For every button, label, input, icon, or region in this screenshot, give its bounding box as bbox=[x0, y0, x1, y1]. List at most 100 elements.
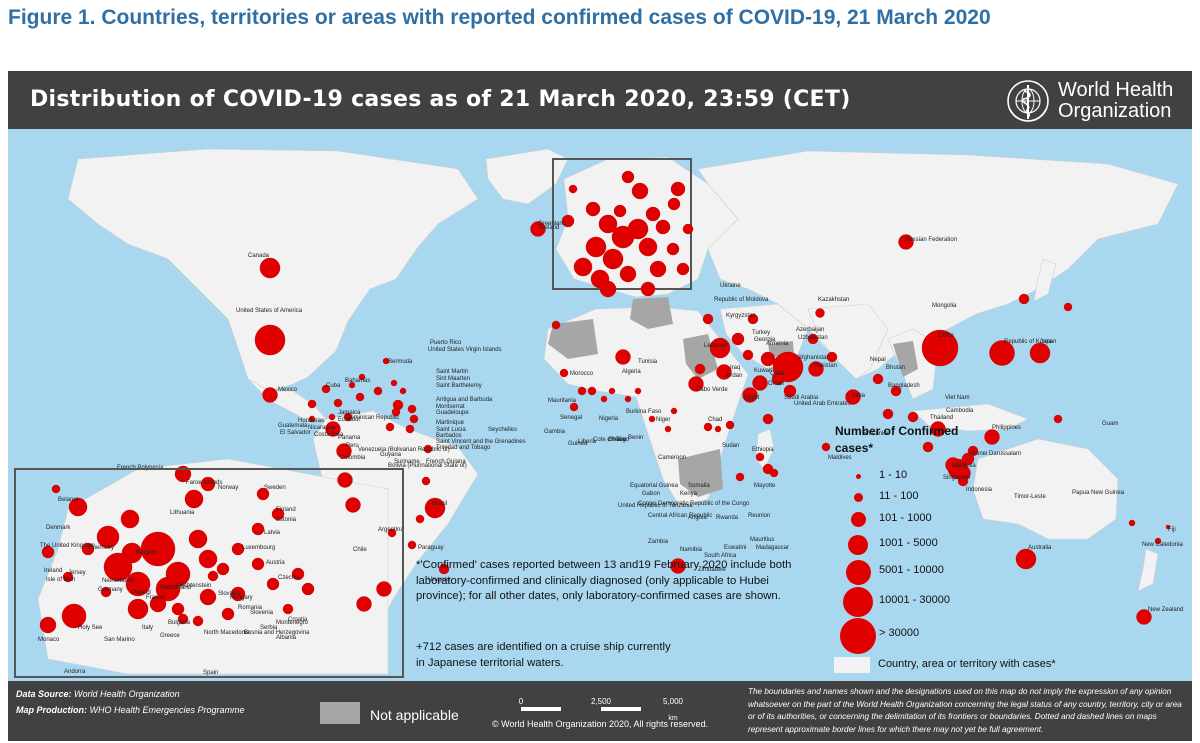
place-label: Guernsey bbox=[88, 545, 114, 551]
case-marker-united-states-of-america bbox=[254, 324, 286, 356]
case-marker-israel bbox=[716, 364, 732, 380]
case-marker-mexico bbox=[262, 387, 278, 403]
place-label: Brazil bbox=[432, 501, 447, 507]
place-label: Guatemala bbox=[278, 423, 308, 429]
place-label: Paraguay bbox=[418, 545, 444, 551]
inset-case-marker bbox=[282, 603, 294, 615]
place-label: Belgium bbox=[136, 550, 158, 556]
place-label: Sint Maarten bbox=[436, 376, 470, 382]
case-marker bbox=[387, 528, 397, 538]
legend-dot-1 bbox=[856, 474, 861, 479]
europe-case-marker bbox=[676, 262, 690, 276]
case-marker bbox=[559, 368, 569, 378]
place-label: Saudi Arabia bbox=[784, 395, 819, 401]
data-source: Data Source: World Health Organization bbox=[16, 689, 180, 699]
legend-label-3: 101 - 1000 bbox=[879, 512, 932, 524]
case-marker bbox=[587, 386, 597, 396]
place-label: Latvia bbox=[264, 530, 281, 536]
europe-case-marker bbox=[585, 236, 607, 258]
europe-case-marker bbox=[655, 219, 671, 235]
place-label: Madagascar bbox=[756, 545, 789, 551]
data-source-key: Data Source: bbox=[16, 689, 72, 699]
case-marker bbox=[1128, 519, 1136, 527]
place-label: Somalia bbox=[688, 483, 710, 489]
place-label: Nepal bbox=[870, 357, 886, 363]
inset-case-marker bbox=[62, 571, 74, 583]
legend-dot-3 bbox=[851, 512, 866, 527]
case-marker-panama bbox=[325, 421, 341, 437]
case-marker bbox=[600, 395, 608, 403]
place-label: Benin bbox=[628, 435, 643, 441]
place-label: Lebanon bbox=[704, 343, 727, 349]
legend-label-7: > 30000 bbox=[879, 627, 920, 639]
europe-case-marker bbox=[619, 265, 637, 283]
place-label: Barbados bbox=[436, 433, 462, 439]
scale-bar: 0 2,500 5,000 km bbox=[519, 697, 683, 722]
case-marker bbox=[1165, 524, 1171, 530]
europe-case-marker bbox=[667, 197, 681, 211]
europe-case-marker bbox=[621, 170, 635, 184]
map-title: Distribution of COVID-19 cases as of 21 … bbox=[30, 87, 851, 112]
case-marker bbox=[358, 373, 366, 381]
europe-case-marker bbox=[585, 201, 601, 217]
place-label: Senegal bbox=[560, 415, 582, 421]
case-marker bbox=[391, 407, 401, 417]
place-label: Cameroon bbox=[658, 455, 686, 461]
europe-case-marker bbox=[666, 242, 680, 256]
case-marker-colombia bbox=[336, 443, 352, 459]
land-greenland bbox=[485, 148, 569, 205]
legend-label-6: 10001 - 30000 bbox=[879, 594, 950, 606]
place-label: Greenland bbox=[538, 221, 566, 227]
place-label: Germany bbox=[98, 587, 123, 593]
case-marker-kazakhstan bbox=[815, 308, 825, 318]
place-label: Republic of Korea bbox=[1004, 339, 1052, 345]
case-marker bbox=[409, 414, 419, 424]
case-marker bbox=[355, 392, 365, 402]
case-marker bbox=[321, 384, 331, 394]
place-label: Peru bbox=[346, 443, 359, 449]
place-label: Morocco bbox=[570, 371, 594, 377]
inset-case-marker bbox=[61, 603, 87, 629]
place-label: Eswatini bbox=[724, 545, 746, 551]
inset-case-marker bbox=[230, 586, 246, 602]
place-label: France bbox=[146, 595, 165, 601]
place-label: Iceland bbox=[540, 225, 559, 231]
place-label: Kyrgyzstan bbox=[726, 313, 756, 319]
place-label: Colombia bbox=[340, 455, 366, 461]
inset-case-marker bbox=[271, 507, 285, 521]
case-marker-saudi-arabia bbox=[742, 387, 758, 403]
case-marker bbox=[569, 402, 579, 412]
case-marker-australia bbox=[1015, 548, 1037, 570]
case-marker-iceland bbox=[530, 221, 546, 237]
place-label: Russian Federation bbox=[905, 237, 957, 243]
case-marker bbox=[399, 387, 407, 395]
europe-case-marker bbox=[682, 223, 694, 235]
asia-case-marker bbox=[1018, 293, 1030, 305]
place-label: Cuba bbox=[326, 383, 341, 389]
place-label: New Zealand bbox=[1148, 607, 1183, 613]
place-label: Azerbaijan bbox=[796, 327, 824, 333]
case-marker bbox=[308, 415, 316, 423]
place-label: Argentina bbox=[378, 527, 404, 533]
place-label: Mauritania bbox=[548, 398, 577, 404]
case-marker bbox=[407, 540, 417, 550]
inset-case-marker bbox=[291, 567, 305, 581]
place-label: Spain bbox=[203, 670, 218, 676]
case-marker-pakistan bbox=[808, 361, 824, 377]
case-marker bbox=[624, 395, 632, 403]
place-label: Costa Rica bbox=[314, 432, 344, 438]
inset-case-marker bbox=[207, 570, 219, 582]
place-label: Netherlands bbox=[102, 578, 134, 584]
case-marker-peru bbox=[345, 497, 361, 513]
place-label: Afghanistan bbox=[798, 355, 830, 361]
place-label: Nicaragua bbox=[308, 425, 336, 431]
place-label: Angola bbox=[688, 515, 707, 521]
place-label: Georgia bbox=[754, 337, 776, 343]
place-label: Qatar bbox=[770, 371, 785, 377]
inset-case-marker bbox=[51, 484, 61, 494]
case-marker bbox=[415, 514, 425, 524]
europe-case-marker bbox=[649, 260, 667, 278]
place-label: Ukraine bbox=[720, 283, 741, 289]
inset-case-marker bbox=[301, 582, 315, 596]
place-label: China bbox=[938, 333, 954, 339]
